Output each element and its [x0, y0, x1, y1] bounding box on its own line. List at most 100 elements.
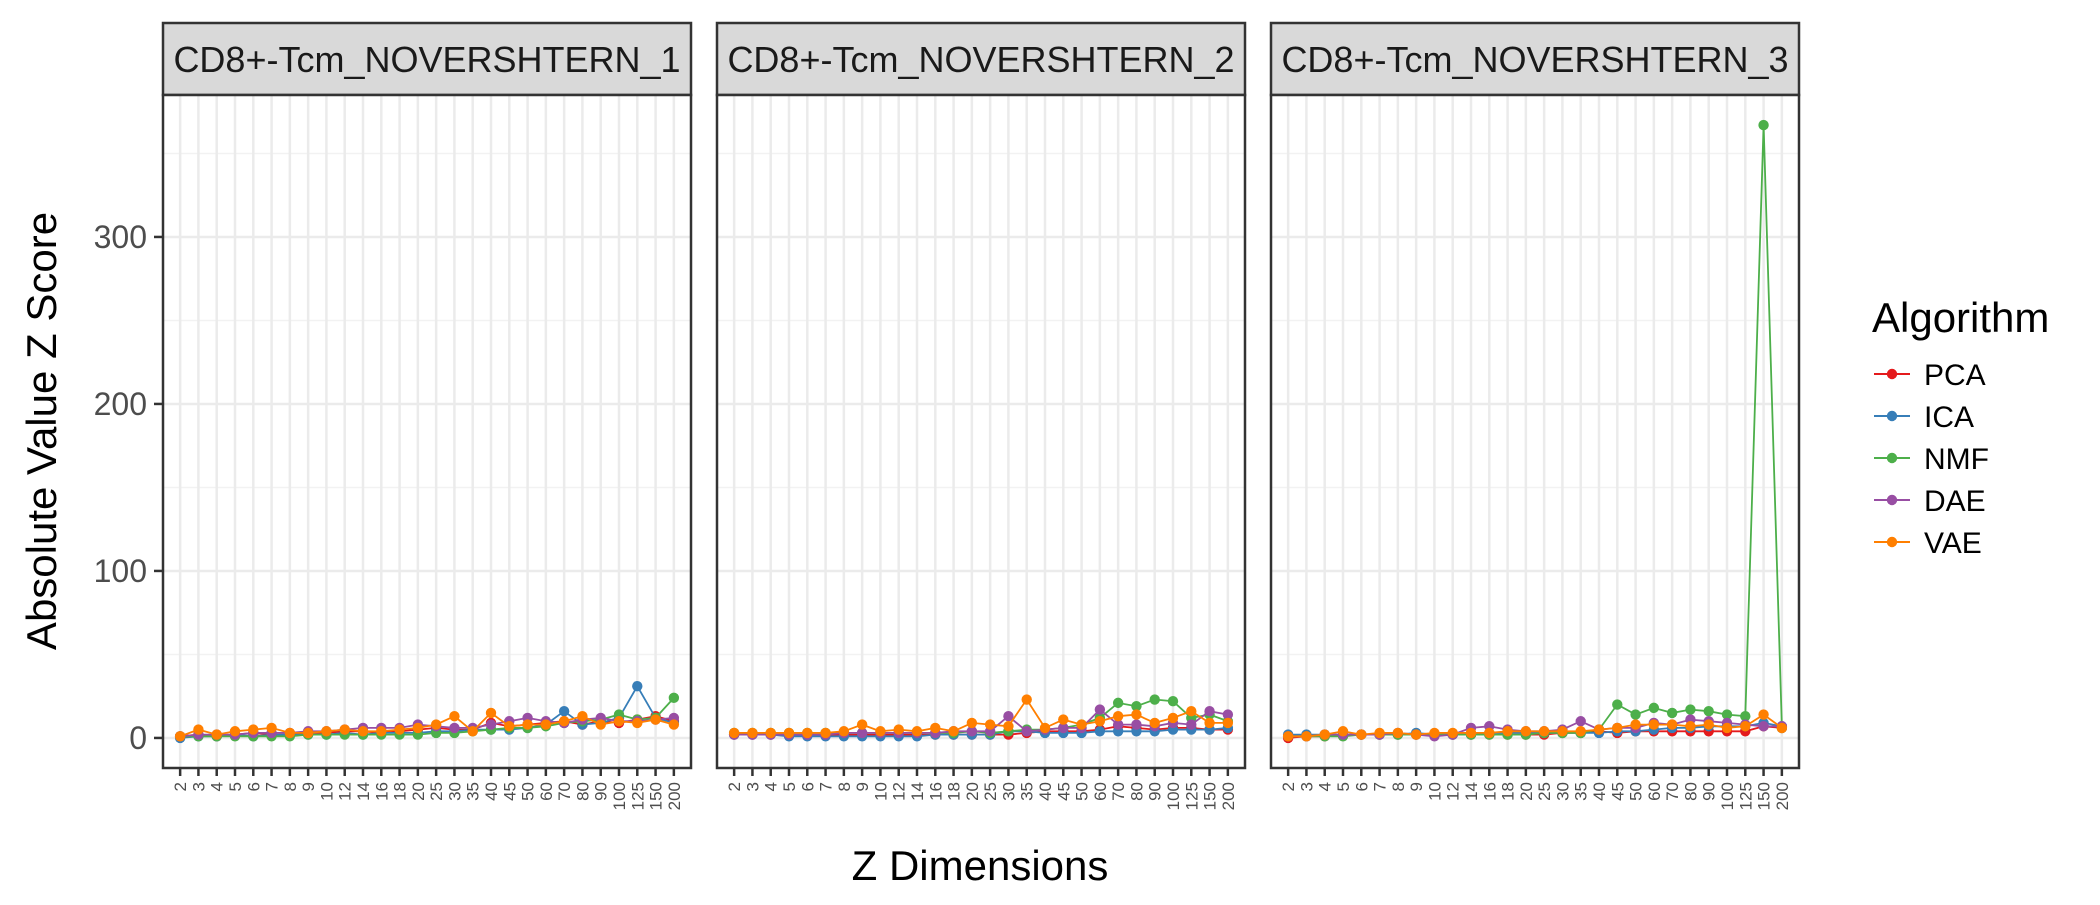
panel-background	[163, 95, 691, 768]
data-point-vae	[1648, 719, 1660, 730]
x-tick-label: 100	[1164, 782, 1183, 810]
panel-background	[1271, 95, 1799, 768]
data-point-vae	[856, 719, 868, 730]
x-tick-label: 18	[391, 782, 410, 801]
data-point-vae	[1685, 721, 1696, 732]
x-tick-label: 60	[1645, 782, 1664, 801]
data-point-dae	[1021, 726, 1032, 737]
data-point-vae	[339, 724, 350, 735]
data-point-dae	[485, 719, 497, 730]
x-tick-label: 12	[336, 782, 355, 801]
x-tick-label: 7	[817, 782, 836, 791]
x-tick-label: 70	[555, 782, 574, 801]
x-tick-label: 35	[464, 782, 483, 801]
data-point-vae	[1721, 722, 1733, 734]
legend-item-pca: PCA	[1924, 359, 1986, 392]
data-point-vae	[1337, 726, 1349, 737]
data-point-vae	[1740, 721, 1751, 732]
x-tick-label: 70	[1109, 782, 1128, 801]
data-point-vae	[783, 727, 795, 739]
x-tick-label: 150	[1755, 782, 1774, 810]
data-point-vae	[1502, 726, 1513, 737]
panel-border	[161, 93, 693, 770]
data-point-vae	[1039, 722, 1051, 734]
x-tick-label: 40	[482, 782, 501, 801]
x-tick-label: 12	[1444, 782, 1463, 801]
data-point-vae	[1575, 726, 1586, 737]
data-point-nmf	[1666, 707, 1678, 719]
data-point-dae	[1094, 704, 1106, 715]
x-tick-label: 25	[1535, 782, 1554, 801]
facet-strip-label: CD8+-Tcm_NOVERSHTERN_1	[173, 39, 680, 80]
data-point-vae	[802, 727, 813, 739]
x-tick-label: 80	[573, 782, 592, 801]
x-tick-label: 200	[1219, 782, 1238, 810]
series-line-dae	[734, 708, 1229, 736]
x-tick-label: 2	[171, 782, 190, 791]
x-tick-label: 20	[409, 782, 428, 801]
facet-strip	[1269, 21, 1801, 97]
data-point-vae	[376, 726, 387, 737]
x-tick-label: 45	[500, 782, 519, 801]
x-tick-label: 8	[1389, 782, 1408, 791]
x-tick-label: 2	[725, 782, 744, 791]
data-point-vae	[1776, 722, 1788, 734]
data-point-vae	[540, 719, 552, 730]
data-point-vae	[1447, 727, 1458, 739]
data-point-vae	[266, 722, 277, 734]
x-tick-label: 5	[226, 782, 245, 791]
x-tick-label: 150	[1201, 782, 1220, 810]
data-point-vae	[1758, 709, 1769, 720]
data-point-nmf	[1149, 694, 1160, 705]
data-point-dae	[1131, 719, 1142, 730]
data-point-vae	[504, 721, 515, 732]
series-line-vae	[179, 711, 675, 738]
data-point-dae	[1575, 716, 1586, 727]
facet-strip	[161, 21, 693, 97]
x-tick-label: 125	[1182, 782, 1201, 810]
facet-strip	[715, 21, 1247, 97]
x-tick-label: 6	[798, 782, 817, 791]
legend-key-point	[1886, 494, 1898, 506]
x-tick-label: 50	[519, 782, 538, 801]
panel-border	[715, 93, 1247, 770]
panel-background	[717, 95, 1245, 768]
y-tick-label: 100	[94, 553, 147, 589]
data-point-nmf	[1685, 704, 1696, 715]
data-point-vae	[211, 729, 222, 740]
y-tick-label: 200	[94, 386, 147, 422]
x-tick-label: 50	[1073, 782, 1092, 801]
data-point-vae	[1612, 722, 1623, 734]
data-point-vae	[1149, 717, 1160, 729]
x-tick-label: 10	[1425, 782, 1444, 801]
data-point-vae	[820, 727, 831, 739]
data-point-vae	[1484, 727, 1495, 739]
x-tick-label: 10	[871, 782, 890, 801]
data-point-dae	[1186, 719, 1197, 730]
legend-key-point	[1886, 452, 1898, 464]
x-tick-label: 40	[1036, 782, 1055, 801]
x-tick-label: 60	[537, 782, 556, 801]
data-point-vae	[1076, 719, 1087, 730]
data-point-vae	[1356, 729, 1367, 740]
data-point-nmf	[668, 692, 680, 704]
data-point-vae	[467, 726, 478, 737]
data-point-vae	[948, 726, 959, 737]
data-point-vae	[248, 724, 259, 735]
x-tick-label: 3	[189, 782, 208, 791]
x-tick-label: 80	[1127, 782, 1146, 801]
x-tick-label: 14	[908, 782, 927, 801]
x-tick-label: 5	[780, 782, 799, 791]
data-point-vae	[1392, 727, 1404, 739]
x-tick-label: 30	[999, 782, 1018, 801]
x-tick-label: 30	[445, 782, 464, 801]
legend-key-point	[1886, 536, 1898, 548]
data-point-ica	[632, 680, 643, 692]
x-tick-label: 18	[945, 782, 964, 801]
data-point-vae	[321, 726, 332, 737]
data-point-dae	[1003, 711, 1014, 722]
x-tick-label: 20	[1517, 782, 1536, 801]
data-point-dae	[1222, 709, 1234, 720]
data-point-vae	[930, 722, 941, 734]
